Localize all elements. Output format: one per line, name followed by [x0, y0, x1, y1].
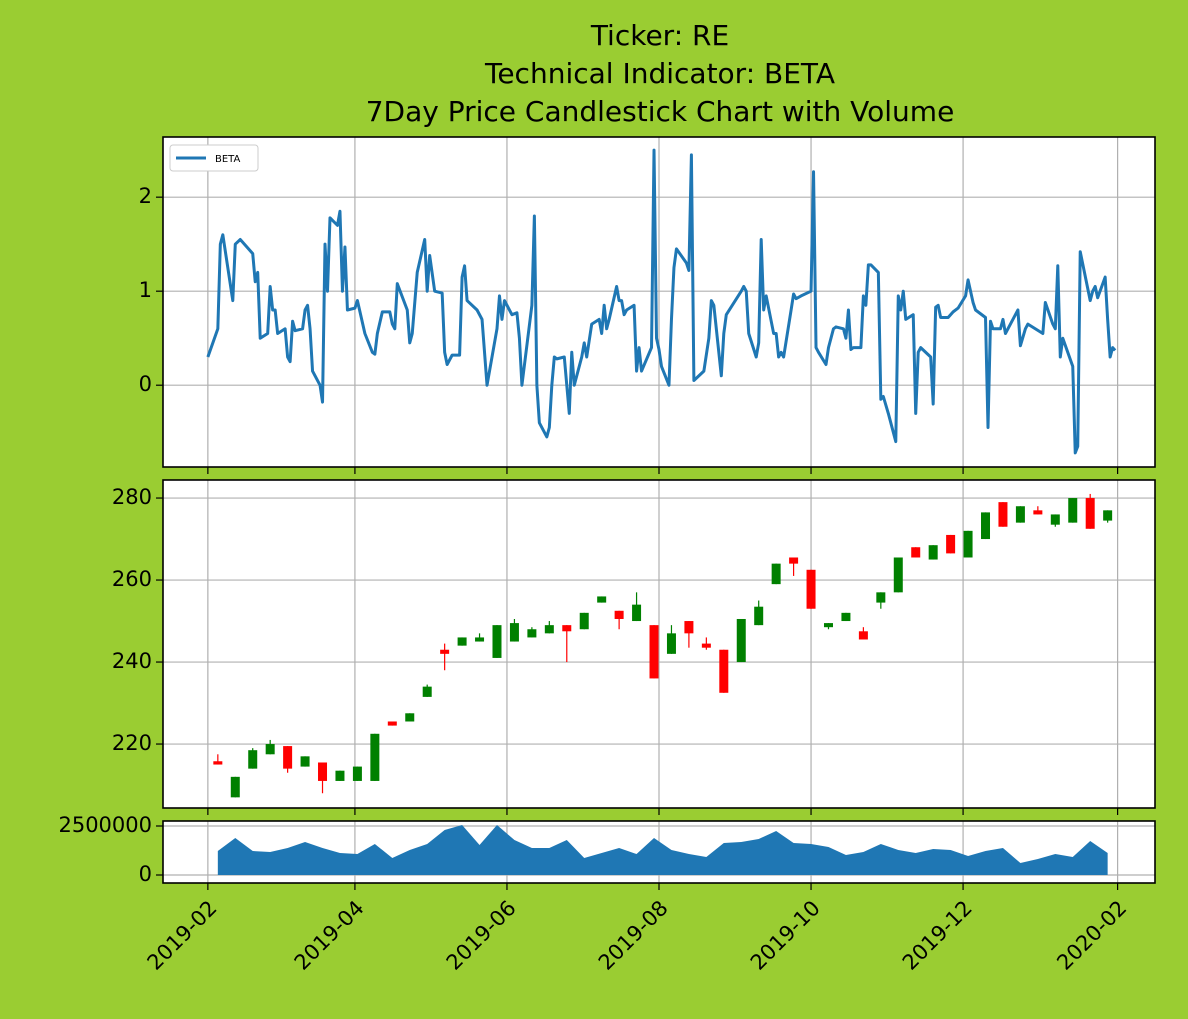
- candle-body: [823, 623, 833, 628]
- x-tick-label: 2019-06: [442, 896, 521, 975]
- candle-body: [858, 631, 868, 640]
- plot-marks: [213, 493, 1113, 798]
- y-tick-label: 2: [139, 184, 152, 208]
- chart-title: Ticker: RE: [590, 19, 729, 52]
- chart-title: 7Day Price Candlestick Chart with Volume: [366, 95, 955, 128]
- candle-body: [509, 623, 519, 642]
- x-tick-label: 2019-12: [898, 896, 977, 975]
- candle-body: [719, 649, 729, 693]
- candle-body: [789, 557, 799, 564]
- candle-body: [387, 721, 397, 726]
- candle-body: [248, 750, 258, 769]
- y-tick-label: 1: [139, 278, 152, 302]
- candle-body: [649, 625, 659, 679]
- candle-body: [736, 618, 746, 663]
- candle-body: [806, 569, 816, 609]
- candle-body: [981, 512, 991, 540]
- candle-body: [405, 713, 415, 722]
- candle-body: [614, 610, 624, 619]
- candle-body: [771, 563, 781, 585]
- y-tick-label: 280: [112, 485, 152, 509]
- candle-body: [1015, 506, 1025, 523]
- candle-body: [841, 612, 851, 622]
- x-tick-label: 2019-04: [290, 896, 369, 975]
- y-tick-label: 240: [112, 649, 152, 673]
- candle-body: [335, 770, 345, 781]
- candle-body: [1068, 498, 1078, 523]
- candle-body: [492, 625, 502, 658]
- candle-body: [213, 761, 223, 765]
- candle-body: [318, 762, 328, 781]
- plot-frame: [162, 820, 1156, 884]
- candle-body: [265, 744, 275, 755]
- candle-body: [911, 547, 921, 558]
- candle-body: [1033, 510, 1043, 515]
- candle-body: [544, 625, 554, 634]
- y-tick-label: 220: [112, 731, 152, 755]
- candle-body: [928, 545, 938, 560]
- legend-box: [169, 144, 259, 172]
- candle-body: [946, 534, 956, 554]
- candle-body: [632, 604, 642, 622]
- candle-body: [352, 766, 362, 781]
- plot-frame: [162, 479, 1156, 809]
- candle-body: [684, 621, 694, 634]
- candle-body: [1103, 510, 1113, 521]
- x-tick-label: 2019-10: [746, 896, 825, 975]
- candle-body: [370, 733, 380, 781]
- volume-area: [217, 825, 1108, 876]
- candle-body: [440, 649, 450, 654]
- candle-body: [1050, 514, 1060, 525]
- plot-frame: [162, 136, 1156, 468]
- x-tick-label: 2019-02: [143, 896, 222, 975]
- candle-body: [300, 756, 310, 767]
- candle-body: [893, 557, 903, 593]
- candle-body: [475, 637, 485, 642]
- x-tick-label: 2019-08: [594, 896, 673, 975]
- candle-body: [597, 596, 607, 603]
- candle-body: [230, 776, 240, 798]
- candle-body: [283, 746, 293, 769]
- y-tick-label: 0: [139, 862, 152, 886]
- candle-body: [963, 530, 973, 558]
- candle-body: [754, 606, 764, 626]
- beta-line: [206, 148, 1117, 455]
- x-tick-label: 2020-02: [1052, 896, 1131, 975]
- plot-marks: [206, 148, 1117, 455]
- chart-title: Technical Indicator: BETA: [484, 57, 835, 90]
- candle-body: [422, 686, 432, 697]
- candle-body: [579, 612, 589, 630]
- candle-body: [701, 643, 711, 648]
- candle-body: [457, 637, 467, 646]
- candle-body: [562, 625, 572, 632]
- y-tick-label: 260: [112, 567, 152, 591]
- candle-body: [527, 629, 537, 638]
- candle-body: [1085, 498, 1095, 529]
- legend-label: BETA: [215, 154, 241, 165]
- plot-marks: [217, 825, 1108, 876]
- y-tick-label: 0: [139, 372, 152, 396]
- candle-body: [998, 502, 1008, 527]
- candle-body: [876, 592, 886, 603]
- candle-body: [666, 633, 676, 654]
- y-tick-label: 2500000: [58, 813, 152, 837]
